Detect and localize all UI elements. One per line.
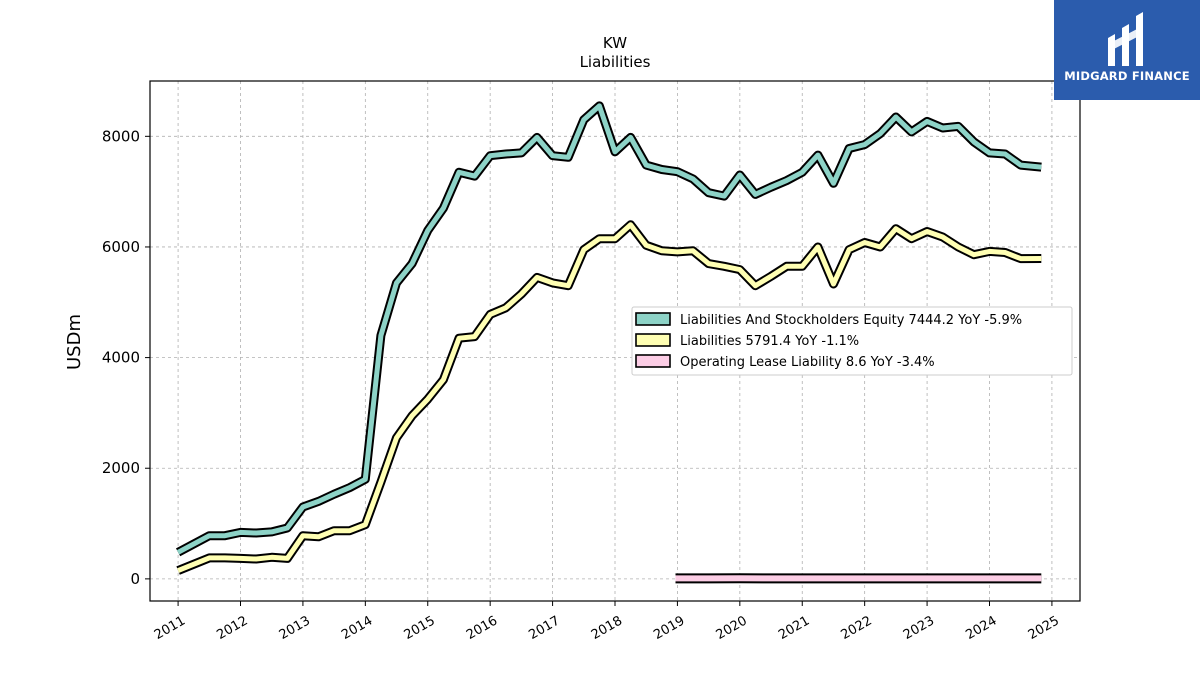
x-tick-label: 2018: [589, 613, 625, 643]
legend: Liabilities And Stockholders Equity 7444…: [631, 306, 1073, 376]
x-tick-label: 2021: [776, 613, 812, 643]
x-tick-label: 2020: [714, 613, 750, 643]
y-tick-label: 8000: [102, 127, 140, 145]
x-tick-label: 2016: [464, 613, 500, 643]
x-tick-label: 2015: [402, 613, 438, 643]
legend-label: Liabilities 5791.4 YoY -1.1%: [680, 334, 859, 349]
legend-label: Operating Lease Liability 8.6 YoY -3.4%: [680, 355, 935, 370]
series-line-liabilities-and-stockholders-equity: [176, 103, 1042, 555]
x-tick-label: 2012: [214, 613, 250, 643]
y-tick-label: 4000: [102, 349, 140, 367]
series-layer: [175, 101, 1042, 584]
y-axis-label: USDm: [64, 314, 85, 370]
x-tick-label: 2011: [152, 613, 188, 643]
x-tick-label: 2013: [277, 613, 313, 643]
series-outline-liabilities: [176, 220, 1042, 575]
brand-name: MIDGARD FINANCE: [1064, 69, 1190, 83]
y-tick-label: 0: [130, 570, 140, 588]
midgard-logo-icon: [1108, 12, 1143, 66]
legend-swatch: [635, 312, 671, 326]
legend-swatch: [635, 354, 671, 368]
series-line-liabilities: [177, 222, 1042, 573]
legend-swatch: [635, 333, 671, 347]
y-tick-label: 6000: [102, 238, 140, 256]
x-tick-label: 2019: [651, 613, 687, 643]
chart-title: KW: [603, 34, 627, 52]
y-tick-label: 2000: [102, 459, 140, 477]
chart-subtitle: Liabilities: [580, 53, 651, 71]
x-tick-label: 2014: [339, 613, 375, 643]
brand-logo: MIDGARD FINANCE: [1054, 0, 1200, 100]
legend-label: Liabilities And Stockholders Equity 7444…: [680, 313, 1022, 328]
x-tick-label: 2023: [901, 613, 937, 643]
axis-ticks: 2011 2012 2013 2014 2015 2016 2017 2018 2019 2020…: [102, 127, 1062, 643]
x-tick-label: 2024: [963, 613, 999, 643]
x-tick-label: 2022: [839, 613, 875, 643]
x-tick-label: 2017: [526, 613, 562, 643]
x-tick-label: 2025: [1026, 613, 1062, 643]
legend-box: [631, 306, 1073, 376]
